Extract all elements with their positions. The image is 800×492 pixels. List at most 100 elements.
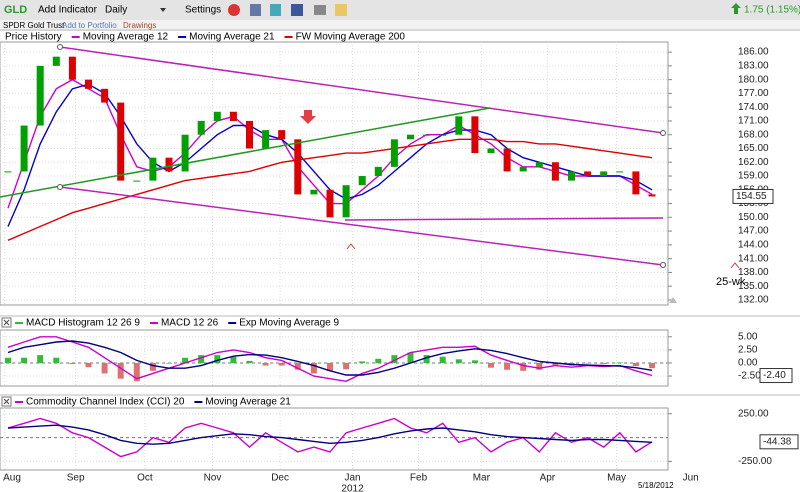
candle: [616, 171, 624, 173]
period-dropdown[interactable]: Daily: [105, 5, 127, 16]
candle: [213, 111, 221, 121]
y-tick-label: 159.00: [738, 171, 769, 182]
candle: [101, 88, 109, 103]
histogram-bar: [391, 355, 398, 363]
histogram-bar: [166, 362, 172, 364]
support-line: [344, 217, 664, 221]
candle: [181, 134, 189, 172]
histogram-bar: [198, 355, 205, 363]
drawings[interactable]: Drawings: [123, 21, 156, 30]
current-value: -44.38: [763, 436, 792, 447]
y-tick-label: 250.00: [738, 408, 769, 419]
legend-entry[interactable]: Exp Moving Average 9: [239, 318, 339, 329]
indicator-line: [7, 138, 653, 241]
dropdown-arrow[interactable]: [160, 8, 166, 12]
y-tick-label: 2.50: [738, 345, 758, 356]
channel-top: [59, 46, 664, 134]
histogram-bar: [53, 357, 60, 363]
legend-entry[interactable]: Moving Average 21: [205, 397, 291, 408]
candle: [133, 180, 141, 182]
y-tick-label: 162.00: [738, 157, 769, 168]
candle: [390, 139, 398, 167]
up-arrow: [731, 3, 741, 14]
drawings-layer: [0, 44, 740, 303]
y-tick-label: 147.00: [738, 226, 769, 237]
candle: [294, 139, 302, 195]
current-box: [759, 368, 793, 384]
y-tick-label: 171.00: [738, 116, 769, 127]
y-tick-label: 165.00: [738, 143, 769, 154]
settings-button[interactable]: Settings: [185, 5, 221, 16]
panel: [0, 407, 669, 471]
candle: [551, 162, 559, 181]
candle: [423, 134, 431, 136]
icon[interactable]: [335, 4, 347, 16]
y-tick-label: 5.00: [738, 331, 758, 342]
histogram-bar: [294, 362, 301, 370]
candle: [85, 79, 92, 89]
histogram-bar: [536, 362, 543, 370]
date-label: 5/18/2012: [638, 481, 674, 490]
panel: [0, 41, 669, 306]
symbol[interactable]: GLD: [4, 4, 27, 16]
panel: [0, 329, 669, 387]
security-name: SPDR Gold Trust: [3, 21, 65, 30]
scroll-marker: [669, 297, 677, 303]
histogram-bar: [471, 360, 478, 363]
histogram-bar: [117, 362, 124, 379]
legend-entry[interactable]: MACD Histogram 12 26 9: [26, 318, 140, 329]
candle: [471, 116, 479, 154]
histogram-bar: [101, 362, 108, 374]
histogram-bar: [455, 359, 462, 363]
candle: [632, 171, 640, 195]
add-to-portfolio[interactable]: Add to Portfolio: [62, 21, 117, 30]
candle: [197, 120, 205, 135]
histogram-bar: [69, 362, 76, 365]
x-tick-label: May: [607, 473, 626, 484]
candle: [600, 171, 608, 177]
subbar: [0, 20, 800, 31]
x-tick-label: Sep: [67, 473, 85, 484]
histogram-bar: [310, 362, 317, 374]
legend-entry[interactable]: Moving Average 21: [189, 32, 275, 43]
histogram-bar: [5, 357, 11, 363]
price-change: 1.75 (1.15%): [744, 5, 800, 16]
x-tick-label: Feb: [410, 473, 428, 484]
add-indicator-button[interactable]: Add Indicator: [38, 5, 98, 16]
legend-entry[interactable]: MACD 12 26: [161, 318, 219, 329]
candle: [519, 166, 527, 172]
histogram-bar: [182, 357, 189, 363]
histogram-bar: [600, 362, 607, 365]
channel-bottom: [59, 186, 664, 266]
icon[interactable]: [250, 4, 261, 16]
y-tick-label: 132.00: [738, 295, 769, 306]
y-tick-label: -2.50: [738, 371, 761, 382]
candle: [229, 111, 237, 121]
histogram-bar: [439, 356, 446, 363]
candle: [439, 134, 447, 136]
candle: [68, 56, 76, 80]
trend-line: [0, 107, 491, 198]
candle: [278, 130, 286, 140]
legend-entry[interactable]: Moving Average 12: [83, 32, 169, 43]
legend-entry[interactable]: Commodity Channel Index (CCI) 20: [26, 397, 185, 408]
caret: [346, 243, 356, 250]
x-tick-label: Dec: [271, 473, 289, 484]
candle: [165, 157, 173, 172]
legend-entry[interactable]: FW Moving Average 200: [296, 32, 406, 43]
legend-entry[interactable]: Price History: [5, 32, 62, 43]
histogram-bar: [407, 352, 414, 363]
histogram-bar: [278, 362, 285, 366]
icon[interactable]: [291, 4, 303, 16]
y-tick-label: 144.00: [738, 240, 769, 251]
y-tick-label: 186.00: [738, 47, 769, 58]
toolbar: [0, 0, 800, 20]
candle: [52, 56, 60, 66]
icon[interactable]: [270, 4, 281, 16]
candle: [20, 125, 28, 172]
icon[interactable]: [314, 5, 326, 15]
icon[interactable]: [228, 4, 240, 16]
candle: [487, 148, 495, 154]
candle: [374, 166, 382, 177]
